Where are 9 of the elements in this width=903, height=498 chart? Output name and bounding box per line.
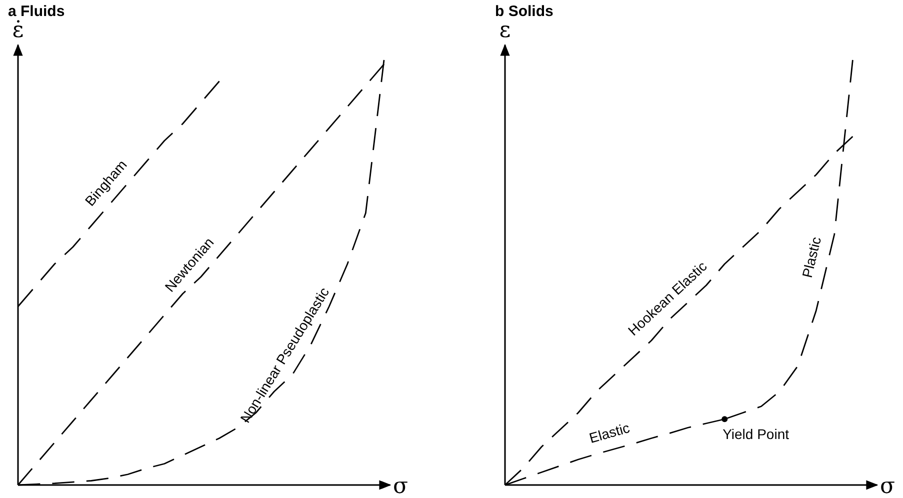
chart-title: b Solids xyxy=(495,3,554,20)
text: Elastic xyxy=(587,420,632,446)
text: Plastic xyxy=(798,235,824,280)
x-axis-title: σ xyxy=(880,474,896,498)
x-axis-title: σ xyxy=(393,474,408,498)
y-axis-title: ε xyxy=(499,18,511,43)
annotation: Yield Point xyxy=(722,426,790,442)
y-axis-title: ε̇ xyxy=(12,18,24,43)
chart-title: a Fluids xyxy=(8,3,65,20)
